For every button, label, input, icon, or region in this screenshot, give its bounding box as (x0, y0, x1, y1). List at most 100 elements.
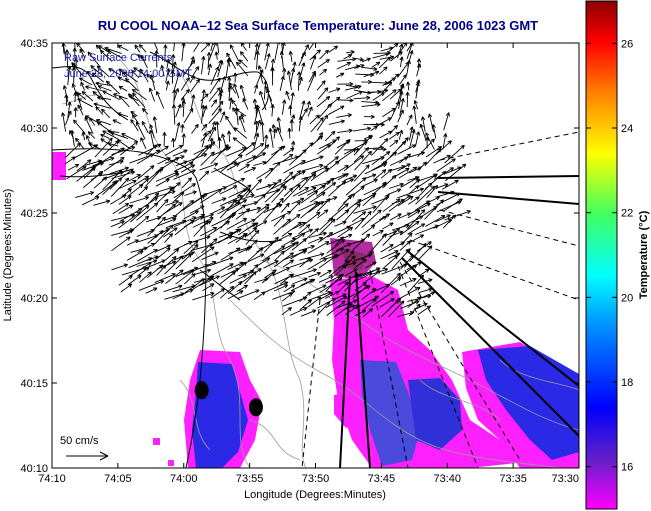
current-vector (276, 126, 284, 142)
current-vector (225, 115, 237, 132)
current-vector (96, 65, 110, 78)
x-tick-label: 74:05 (104, 473, 132, 485)
current-vector (118, 68, 128, 78)
current-vector (324, 290, 340, 299)
current-vector (129, 196, 150, 204)
current-vector (199, 226, 218, 237)
current-vector (317, 209, 329, 219)
current-vector (363, 70, 380, 78)
y-axis-ticks: 40:35 40:30 40:25 40:20 40:15 40:10 (20, 38, 579, 475)
current-vector (273, 252, 294, 268)
current-vector (201, 213, 214, 219)
current-vector (156, 264, 167, 276)
current-vector (379, 298, 395, 308)
x-axis-label: Longitude (Degrees:Minutes) (244, 489, 386, 501)
current-vector (298, 224, 311, 235)
current-vector (336, 113, 352, 118)
y-axis-label: Latitude (Degrees:Minutes) (2, 189, 14, 322)
current-vector (406, 43, 413, 52)
current-vector (118, 95, 130, 108)
sst-patch-west (52, 152, 66, 180)
current-vector (139, 271, 152, 283)
current-vector (139, 68, 149, 83)
current-vector (217, 43, 220, 54)
sst-pixel (153, 438, 160, 445)
current-vector (424, 148, 442, 166)
current-vector (389, 213, 402, 221)
current-vector (344, 84, 362, 91)
current-vector (286, 70, 292, 91)
current-vector (328, 260, 350, 278)
current-vector (245, 178, 262, 197)
current-vector (390, 277, 402, 286)
x-axis-ticks: 74:10 74:05 74:00 73:55 73:50 73:45 73:40 73:35… (38, 43, 580, 485)
current-vector (259, 90, 267, 111)
current-vector (336, 62, 352, 70)
current-vector (343, 273, 363, 292)
current-vector (407, 223, 426, 235)
current-vector (211, 100, 224, 116)
current-vector (184, 190, 197, 196)
current-vector (279, 75, 285, 92)
current-vector (371, 61, 381, 68)
current-vector (363, 114, 375, 119)
current-vector (299, 211, 321, 229)
current-vector (199, 162, 219, 171)
current-vector (209, 77, 221, 94)
current-vector (137, 249, 158, 262)
current-vector (372, 147, 387, 152)
current-vector (372, 193, 390, 213)
current-vector (292, 277, 308, 285)
current-vector (201, 56, 206, 75)
current-vector (336, 209, 350, 221)
current-vector (254, 206, 270, 221)
current-vector (326, 156, 339, 166)
current-vector (354, 150, 373, 171)
current-vector (388, 188, 402, 195)
current-vector (273, 267, 291, 276)
current-vector (353, 134, 373, 156)
annotation-line-1: Raw Surface Currents (64, 52, 173, 64)
current-vector (236, 284, 248, 292)
current-vector (282, 213, 301, 228)
current-vector (73, 58, 79, 69)
current-vector (353, 147, 370, 163)
current-vector (121, 188, 132, 198)
current-vector (145, 287, 158, 294)
current-vector (309, 114, 320, 125)
current-vector (163, 44, 168, 63)
current-vector (138, 44, 147, 53)
current-vector (156, 217, 177, 227)
current-vector (316, 182, 337, 197)
current-vector (93, 176, 108, 189)
current-vector (325, 295, 348, 309)
current-vector (372, 181, 387, 195)
current-vector (335, 243, 352, 252)
current-vector (337, 164, 349, 173)
current-vector (226, 162, 240, 171)
current-vector (264, 146, 283, 165)
current-vector (126, 250, 144, 261)
current-vector (283, 187, 294, 197)
current-vector (399, 74, 407, 85)
current-vector (173, 183, 196, 199)
current-vector (371, 161, 388, 171)
current-vector (354, 309, 367, 317)
current-vector (165, 80, 170, 91)
current-vector (337, 281, 349, 294)
current-vector (215, 121, 220, 140)
current-vector (111, 263, 128, 271)
current-vector (319, 68, 328, 76)
current-vector (86, 70, 94, 77)
current-vector (282, 296, 308, 307)
current-vector (131, 114, 139, 123)
current-vector (226, 218, 248, 230)
current-vector (127, 215, 150, 235)
current-vector (279, 273, 293, 285)
current-vector (172, 199, 195, 219)
current-vector (318, 218, 336, 236)
current-vector (102, 140, 120, 156)
current-vector (238, 289, 260, 299)
current-vector (406, 114, 413, 126)
current-vector (263, 236, 279, 253)
